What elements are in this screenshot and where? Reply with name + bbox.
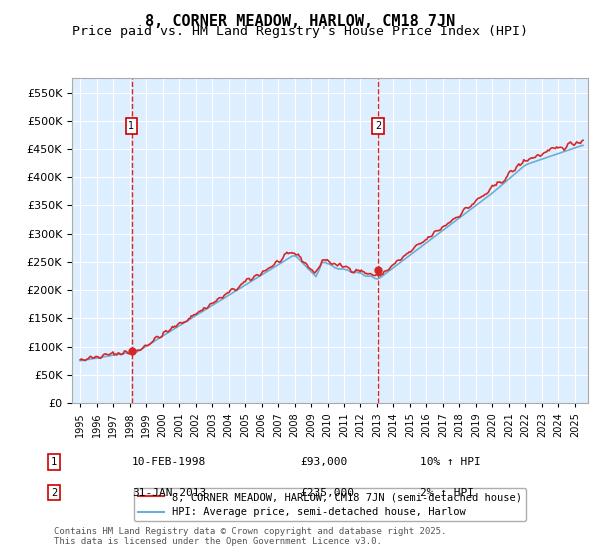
- Text: 2: 2: [51, 488, 57, 498]
- Text: 2% ↑ HPI: 2% ↑ HPI: [420, 488, 474, 498]
- Text: 31-JAN-2013: 31-JAN-2013: [132, 488, 206, 498]
- Text: Price paid vs. HM Land Registry's House Price Index (HPI): Price paid vs. HM Land Registry's House …: [72, 25, 528, 38]
- Text: £93,000: £93,000: [300, 457, 347, 467]
- Text: 2: 2: [375, 122, 382, 132]
- Text: 8, CORNER MEADOW, HARLOW, CM18 7JN: 8, CORNER MEADOW, HARLOW, CM18 7JN: [145, 14, 455, 29]
- Text: 1: 1: [128, 122, 134, 132]
- Legend: 8, CORNER MEADOW, HARLOW, CM18 7JN (semi-detached house), HPI: Average price, se: 8, CORNER MEADOW, HARLOW, CM18 7JN (semi…: [134, 488, 526, 521]
- Text: 1: 1: [51, 457, 57, 467]
- Text: 10% ↑ HPI: 10% ↑ HPI: [420, 457, 481, 467]
- Text: £235,000: £235,000: [300, 488, 354, 498]
- Text: Contains HM Land Registry data © Crown copyright and database right 2025.
This d: Contains HM Land Registry data © Crown c…: [54, 526, 446, 546]
- Text: 10-FEB-1998: 10-FEB-1998: [132, 457, 206, 467]
